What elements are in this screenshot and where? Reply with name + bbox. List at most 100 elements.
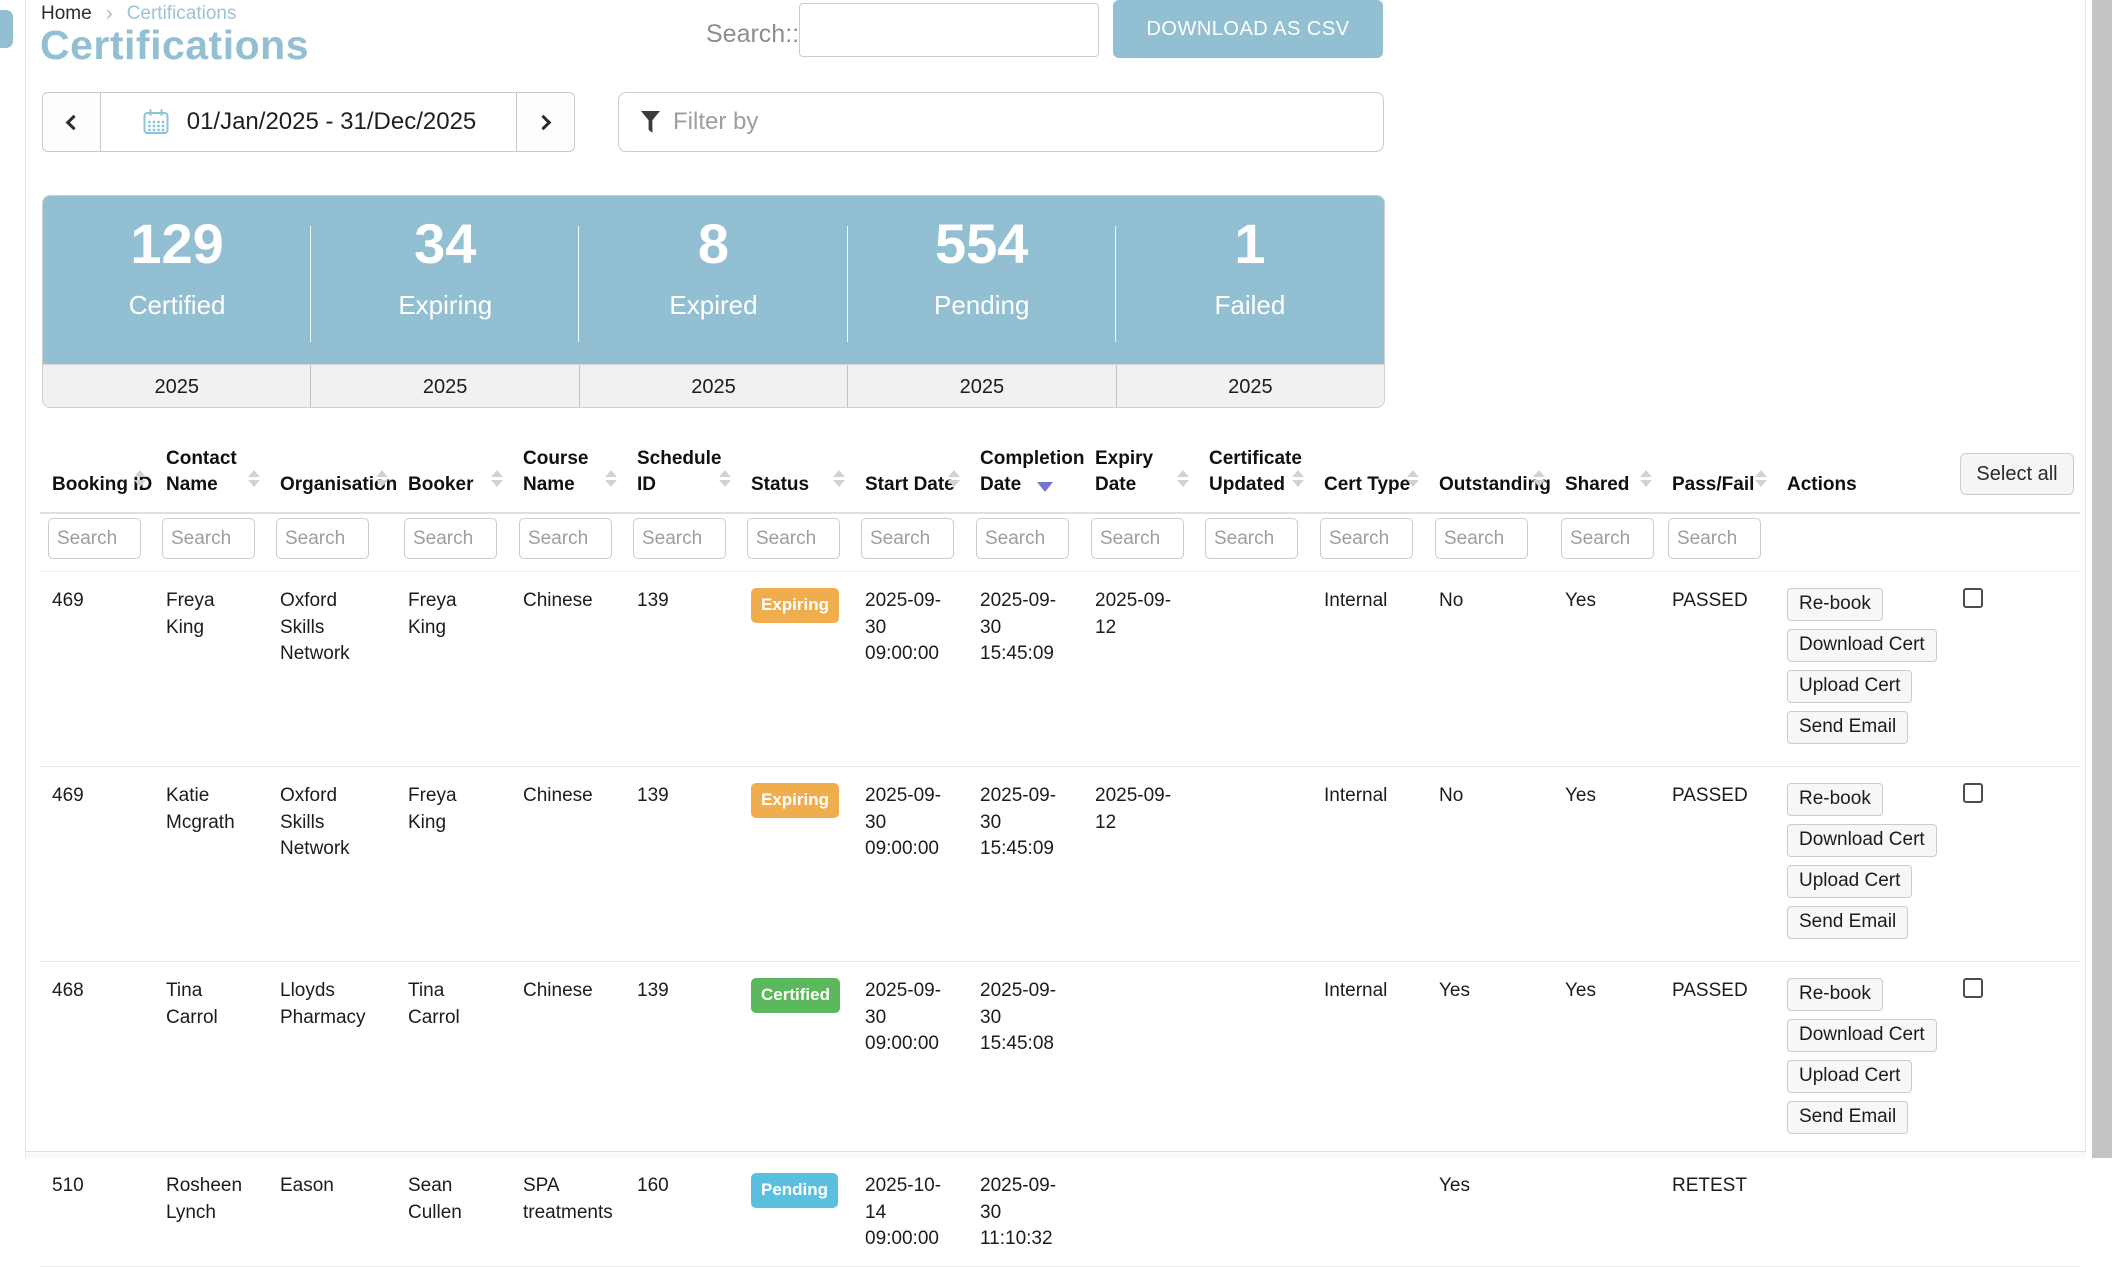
filter-by-input[interactable]: Filter by (618, 92, 1384, 152)
stat-pending[interactable]: 554 Pending (848, 196, 1117, 364)
scrollbar-thumb[interactable] (2092, 0, 2112, 1158)
sort-icon[interactable] (833, 470, 845, 487)
sort-icon[interactable] (719, 470, 731, 487)
download-cert-button[interactable]: Download Cert (1787, 824, 1937, 858)
stat-expiring[interactable]: 34 Expiring (311, 196, 580, 364)
sort-icon[interactable] (605, 470, 617, 487)
breadcrumb-separator-icon: › (105, 2, 113, 25)
sort-icon[interactable] (376, 470, 388, 487)
row-checkbox[interactable] (1963, 978, 1983, 999)
column-header-certificate-updated[interactable]: Certificate Updated (1197, 438, 1312, 513)
sort-icon[interactable] (1177, 470, 1189, 487)
sort-icon[interactable] (134, 470, 146, 487)
stat-expired[interactable]: 8 Expired (579, 196, 848, 364)
drawer-handle-tab[interactable] (0, 10, 13, 48)
search-booker-input[interactable] (404, 518, 497, 560)
sort-icon[interactable] (948, 470, 960, 487)
global-search-input[interactable] (799, 3, 1099, 57)
row-checkbox[interactable] (1963, 783, 1983, 804)
upload-cert-button[interactable]: Upload Cert (1787, 1060, 1913, 1094)
send-email-button[interactable]: Send Email (1787, 1101, 1909, 1135)
chevron-left-icon (65, 114, 82, 130)
cell-pass-fail: PASSED (1672, 980, 1748, 1002)
select-all-header: Select all (1948, 438, 2080, 513)
cell-schedule-id: 160 (637, 1175, 669, 1197)
cell-course-name: SPA treatments (523, 1175, 613, 1223)
column-header-start-date[interactable]: Start Date (853, 438, 968, 513)
column-header-cert-type[interactable]: Cert Type (1312, 438, 1427, 513)
vertical-scrollbar[interactable] (2090, 0, 2112, 1158)
search-expiry-date-input[interactable] (1091, 518, 1184, 560)
column-header-outstanding[interactable]: Outstanding (1427, 438, 1553, 513)
send-email-button[interactable]: Send Email (1787, 906, 1909, 940)
cell-booking-id: 510 (52, 1175, 84, 1197)
sort-desc-icon[interactable] (1037, 482, 1053, 492)
select-all-button[interactable]: Select all (1960, 453, 2074, 496)
cell-shared: Yes (1565, 590, 1596, 612)
upload-cert-button[interactable]: Upload Cert (1787, 670, 1913, 704)
search-schedule-id-input[interactable] (633, 518, 726, 560)
cell-contact-name: Rosheen Lynch (166, 1175, 243, 1223)
download-cert-button[interactable]: Download Cert (1787, 629, 1937, 663)
cell-organisation: Eason (280, 1175, 334, 1197)
stat-certified[interactable]: 129 Certified (43, 196, 312, 364)
stat-failed-year: 2025 (1228, 375, 1273, 398)
column-header-booker[interactable]: Booker (396, 438, 511, 513)
search-contact-name-input[interactable] (162, 518, 255, 560)
cell-course-name: Chinese (523, 980, 593, 1002)
cell-pass-fail: RETEST (1672, 1175, 1747, 1197)
cell-shared (1553, 1157, 1660, 1267)
rebook-button[interactable]: Re-book (1787, 783, 1883, 817)
sort-icon[interactable] (1533, 470, 1545, 487)
column-header-pass-fail[interactable]: Pass/Fail (1660, 438, 1775, 513)
search-organisation-input[interactable] (276, 518, 369, 560)
search-completion-date-input[interactable] (976, 518, 1069, 560)
sort-icon[interactable] (1407, 470, 1419, 487)
cell-schedule-id: 139 (637, 980, 669, 1002)
sort-icon[interactable] (1292, 470, 1304, 487)
cell-completion-date: 2025-09-30 11:10:32 (980, 1175, 1057, 1249)
date-range-control: 01/Jan/2025 - 31/Dec/2025 (42, 92, 575, 152)
row-checkbox[interactable] (1963, 588, 1983, 609)
cell-contact-name: Tina Carrol (166, 980, 218, 1028)
column-header-shared[interactable]: Shared (1553, 438, 1660, 513)
sort-icon[interactable] (248, 470, 260, 487)
column-header-contact-name[interactable]: Contact Name (154, 438, 268, 513)
date-prev-button[interactable] (43, 93, 101, 151)
upload-cert-button[interactable]: Upload Cert (1787, 865, 1913, 899)
search-pass-fail-input[interactable] (1668, 518, 1761, 560)
column-header-completion-date[interactable]: Completion Date (980, 448, 1085, 495)
rebook-button[interactable]: Re-book (1787, 978, 1883, 1012)
search-status-input[interactable] (747, 518, 840, 560)
cell-completion-date: 2025-09-30 15:45:08 (980, 980, 1057, 1054)
download-cert-button[interactable]: Download Cert (1787, 1019, 1937, 1053)
column-header-expiry-date[interactable]: Expiry Date (1083, 438, 1197, 513)
stat-failed[interactable]: 1 Failed (1116, 196, 1384, 364)
search-course-name-input[interactable] (519, 518, 612, 560)
send-email-button[interactable]: Send Email (1787, 711, 1909, 745)
column-header-status[interactable]: Status (739, 438, 853, 513)
search-shared-input[interactable] (1561, 518, 1654, 560)
column-header-schedule-id[interactable]: Schedule ID (625, 438, 739, 513)
search-booking-id-input[interactable] (48, 518, 141, 560)
sort-icon[interactable] (1755, 470, 1767, 487)
date-range-value: 01/Jan/2025 - 31/Dec/2025 (186, 108, 477, 135)
rebook-button[interactable]: Re-book (1787, 588, 1883, 622)
sort-icon[interactable] (491, 470, 503, 487)
cell-start-date: 2025-09-30 09:00:00 (865, 785, 942, 859)
column-header-organisation[interactable]: Organisation (268, 438, 397, 513)
search-outstanding-input[interactable] (1435, 518, 1528, 560)
date-next-button[interactable] (516, 93, 574, 151)
search-start-date-input[interactable] (861, 518, 954, 560)
column-header-booking-id[interactable]: Booking ID (40, 438, 154, 513)
search-certificate-updated-input[interactable] (1205, 518, 1298, 560)
date-range-display[interactable]: 01/Jan/2025 - 31/Dec/2025 (101, 93, 516, 151)
download-csv-button[interactable]: DOWNLOAD AS CSV (1113, 0, 1383, 58)
breadcrumb-home-link[interactable]: Home (41, 3, 92, 24)
stat-certified-label: Certified (128, 290, 226, 321)
search-cert-type-input[interactable] (1320, 518, 1413, 560)
horizontal-scrollbar[interactable] (26, 1151, 2086, 1158)
cell-schedule-id: 139 (637, 590, 669, 612)
column-header-course-name[interactable]: Course Name (511, 438, 625, 513)
sort-icon[interactable] (1640, 470, 1652, 487)
